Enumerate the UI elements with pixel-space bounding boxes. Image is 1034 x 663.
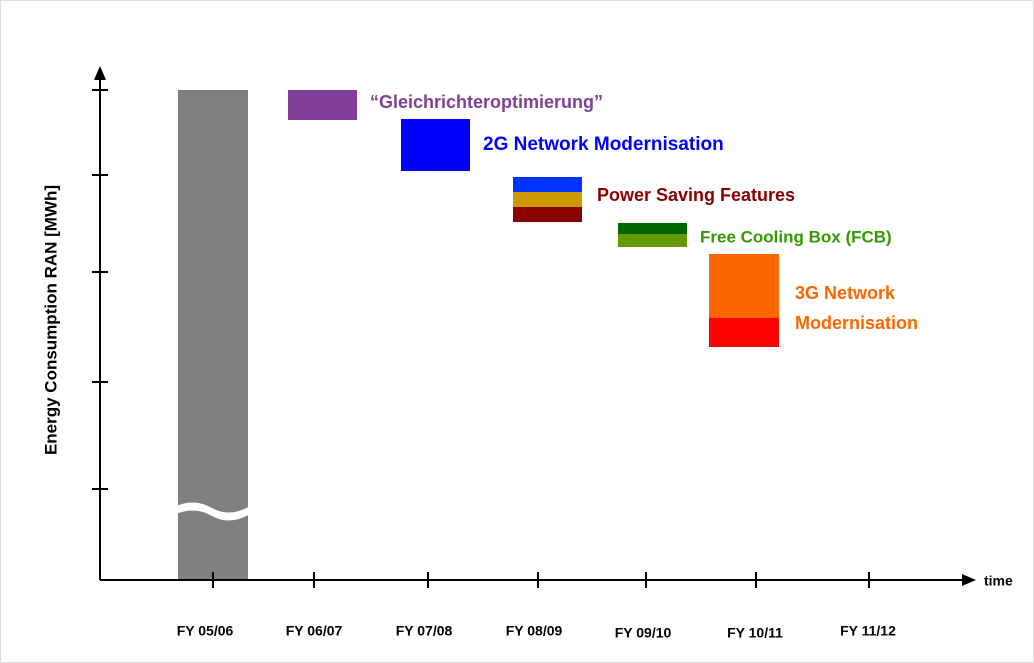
step-bar: [709, 254, 779, 318]
step-bar: [288, 90, 357, 120]
x-tick-label: FY 10/11: [727, 625, 783, 641]
baseline-bar: [178, 90, 248, 580]
step-label: Free Cooling Box (FCB): [700, 227, 892, 246]
x-tick-label: FY 05/06: [177, 623, 234, 639]
x-arrow: [962, 574, 976, 586]
x-tick-label: FY 08/09: [506, 623, 563, 639]
step-label: “Gleichrichteroptimierung”: [370, 92, 603, 112]
step-bar: [513, 192, 582, 207]
x-tick-label: FY 09/10: [615, 625, 672, 641]
x-tick-label: FY 06/07: [286, 623, 343, 639]
y-axis-label: Energy Consumption RAN [MWh]: [41, 185, 60, 455]
step-bar: [709, 318, 779, 347]
y-arrow: [94, 66, 106, 80]
step-label: 2G Network Modernisation: [483, 134, 724, 155]
x-labels: FY 05/06 FY 06/07 FY 07/08 FY 08/09 FY 0…: [177, 623, 896, 641]
step-bar: [401, 119, 470, 171]
step-label: Power Saving Features: [597, 185, 795, 205]
step-bar: [618, 223, 687, 234]
axes: [92, 78, 965, 588]
axis-break: [176, 502, 250, 521]
step-bar: [513, 207, 582, 222]
step-label: Modernisation: [795, 313, 918, 333]
step-bar: [618, 234, 687, 247]
step-label: 3G Network: [795, 283, 896, 303]
step-bar: [513, 177, 582, 192]
x-tick-label: FY 07/08: [396, 623, 453, 639]
x-axis-label: time: [984, 573, 1013, 589]
x-tick-label: FY 11/12: [840, 623, 896, 639]
